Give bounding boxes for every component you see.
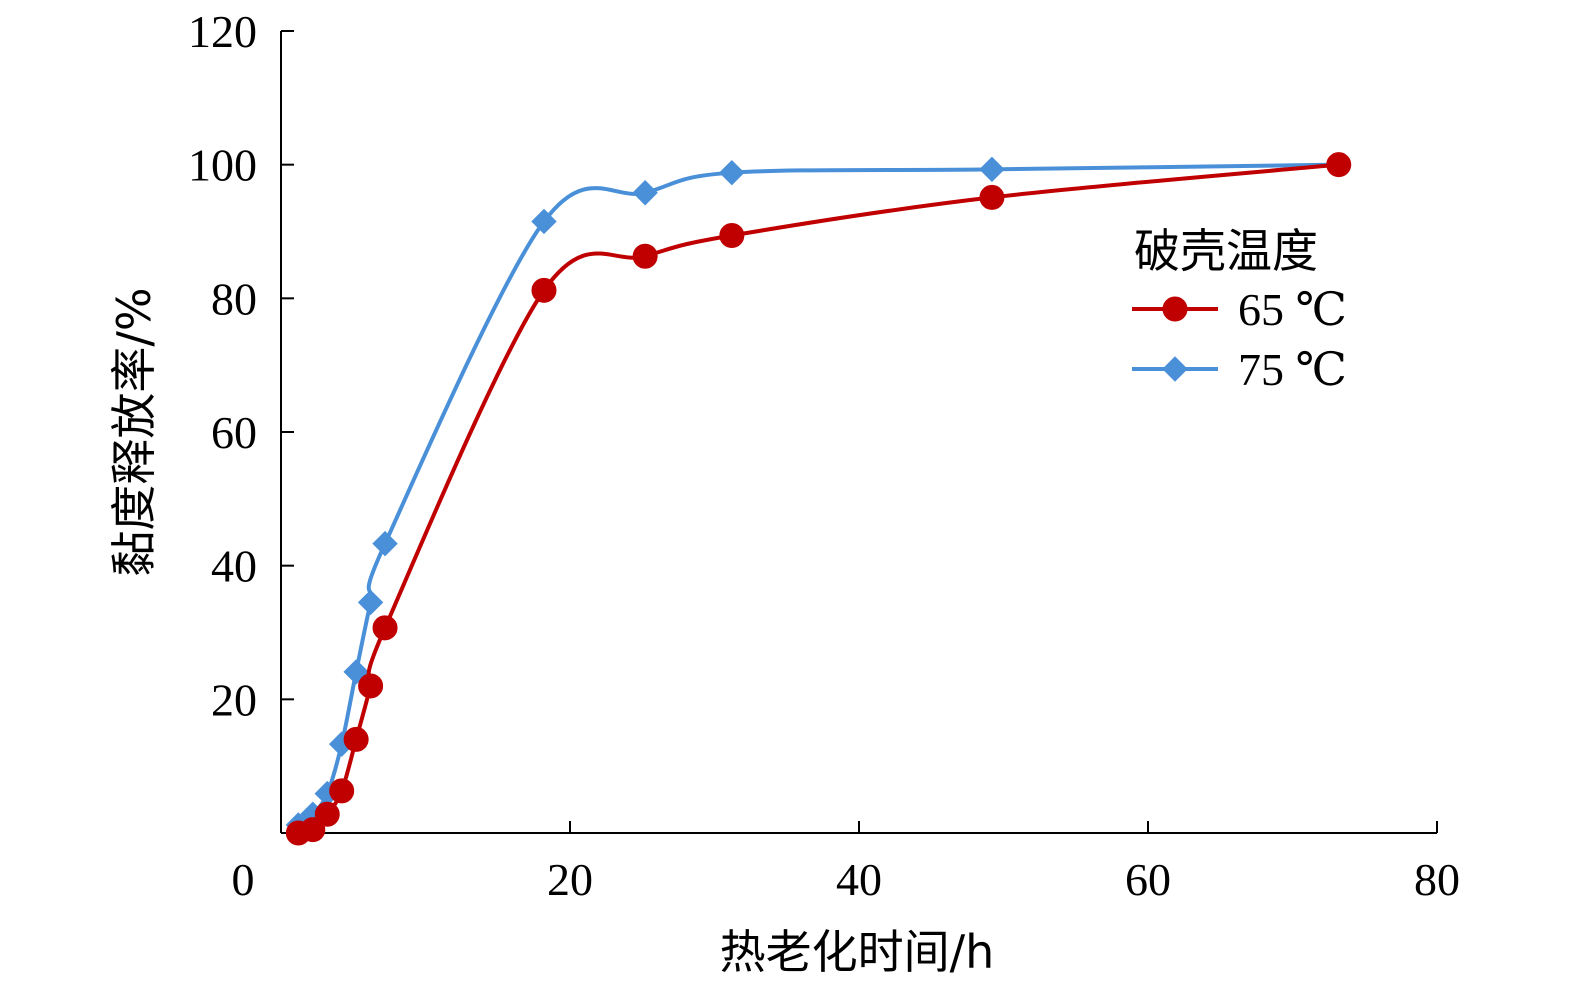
data-point [357,589,384,616]
y-tick-label: 80 [211,273,257,324]
legend: 破壳温度 65 ℃ 75 ℃ [1132,224,1347,395]
legend-marker [1162,296,1188,322]
data-point [372,615,398,641]
x-tick-label: 80 [1414,854,1460,905]
data-point [632,243,658,269]
series-0 [285,152,1352,846]
series-line [297,162,1339,827]
y-tick-label: 20 [211,674,257,725]
series-layer [285,151,1352,846]
data-point [1326,152,1352,178]
x-tick-label: 60 [1125,854,1171,905]
x-axis-label: 热老化时间/h [720,925,995,979]
ticks: 0 20 40 60 80 20 40 60 80 100 120 [188,6,1460,905]
data-point [300,817,326,843]
x-tick-label: 20 [547,854,593,905]
axes [280,31,1437,834]
y-tick-label: 60 [211,407,257,458]
legend-marker [1162,356,1188,382]
x-tick-label: 40 [836,854,882,905]
x-tick-label: 0 [232,854,255,905]
y-tick-label: 100 [188,140,257,191]
data-point [979,184,1005,210]
y-axis-label: 黏度释放率/% [107,287,161,576]
data-point [719,223,745,249]
data-point [979,156,1005,183]
y-tick-label: 120 [188,6,257,57]
data-point [531,208,557,235]
legend-item-1: 75 ℃ [1132,344,1347,395]
data-point [719,159,745,186]
legend-label: 65 ℃ [1238,284,1347,335]
data-point [314,801,340,827]
data-point [343,726,369,752]
legend-title: 破壳温度 [1134,224,1318,278]
legend-label: 75 ℃ [1238,344,1347,395]
data-point [372,530,398,557]
legend-item-0: 65 ℃ [1132,284,1347,335]
y-tick-label: 40 [211,541,257,592]
data-point [329,778,355,804]
series-line [297,162,1339,835]
data-point [358,673,384,699]
data-point [531,277,557,303]
data-point [632,180,658,206]
